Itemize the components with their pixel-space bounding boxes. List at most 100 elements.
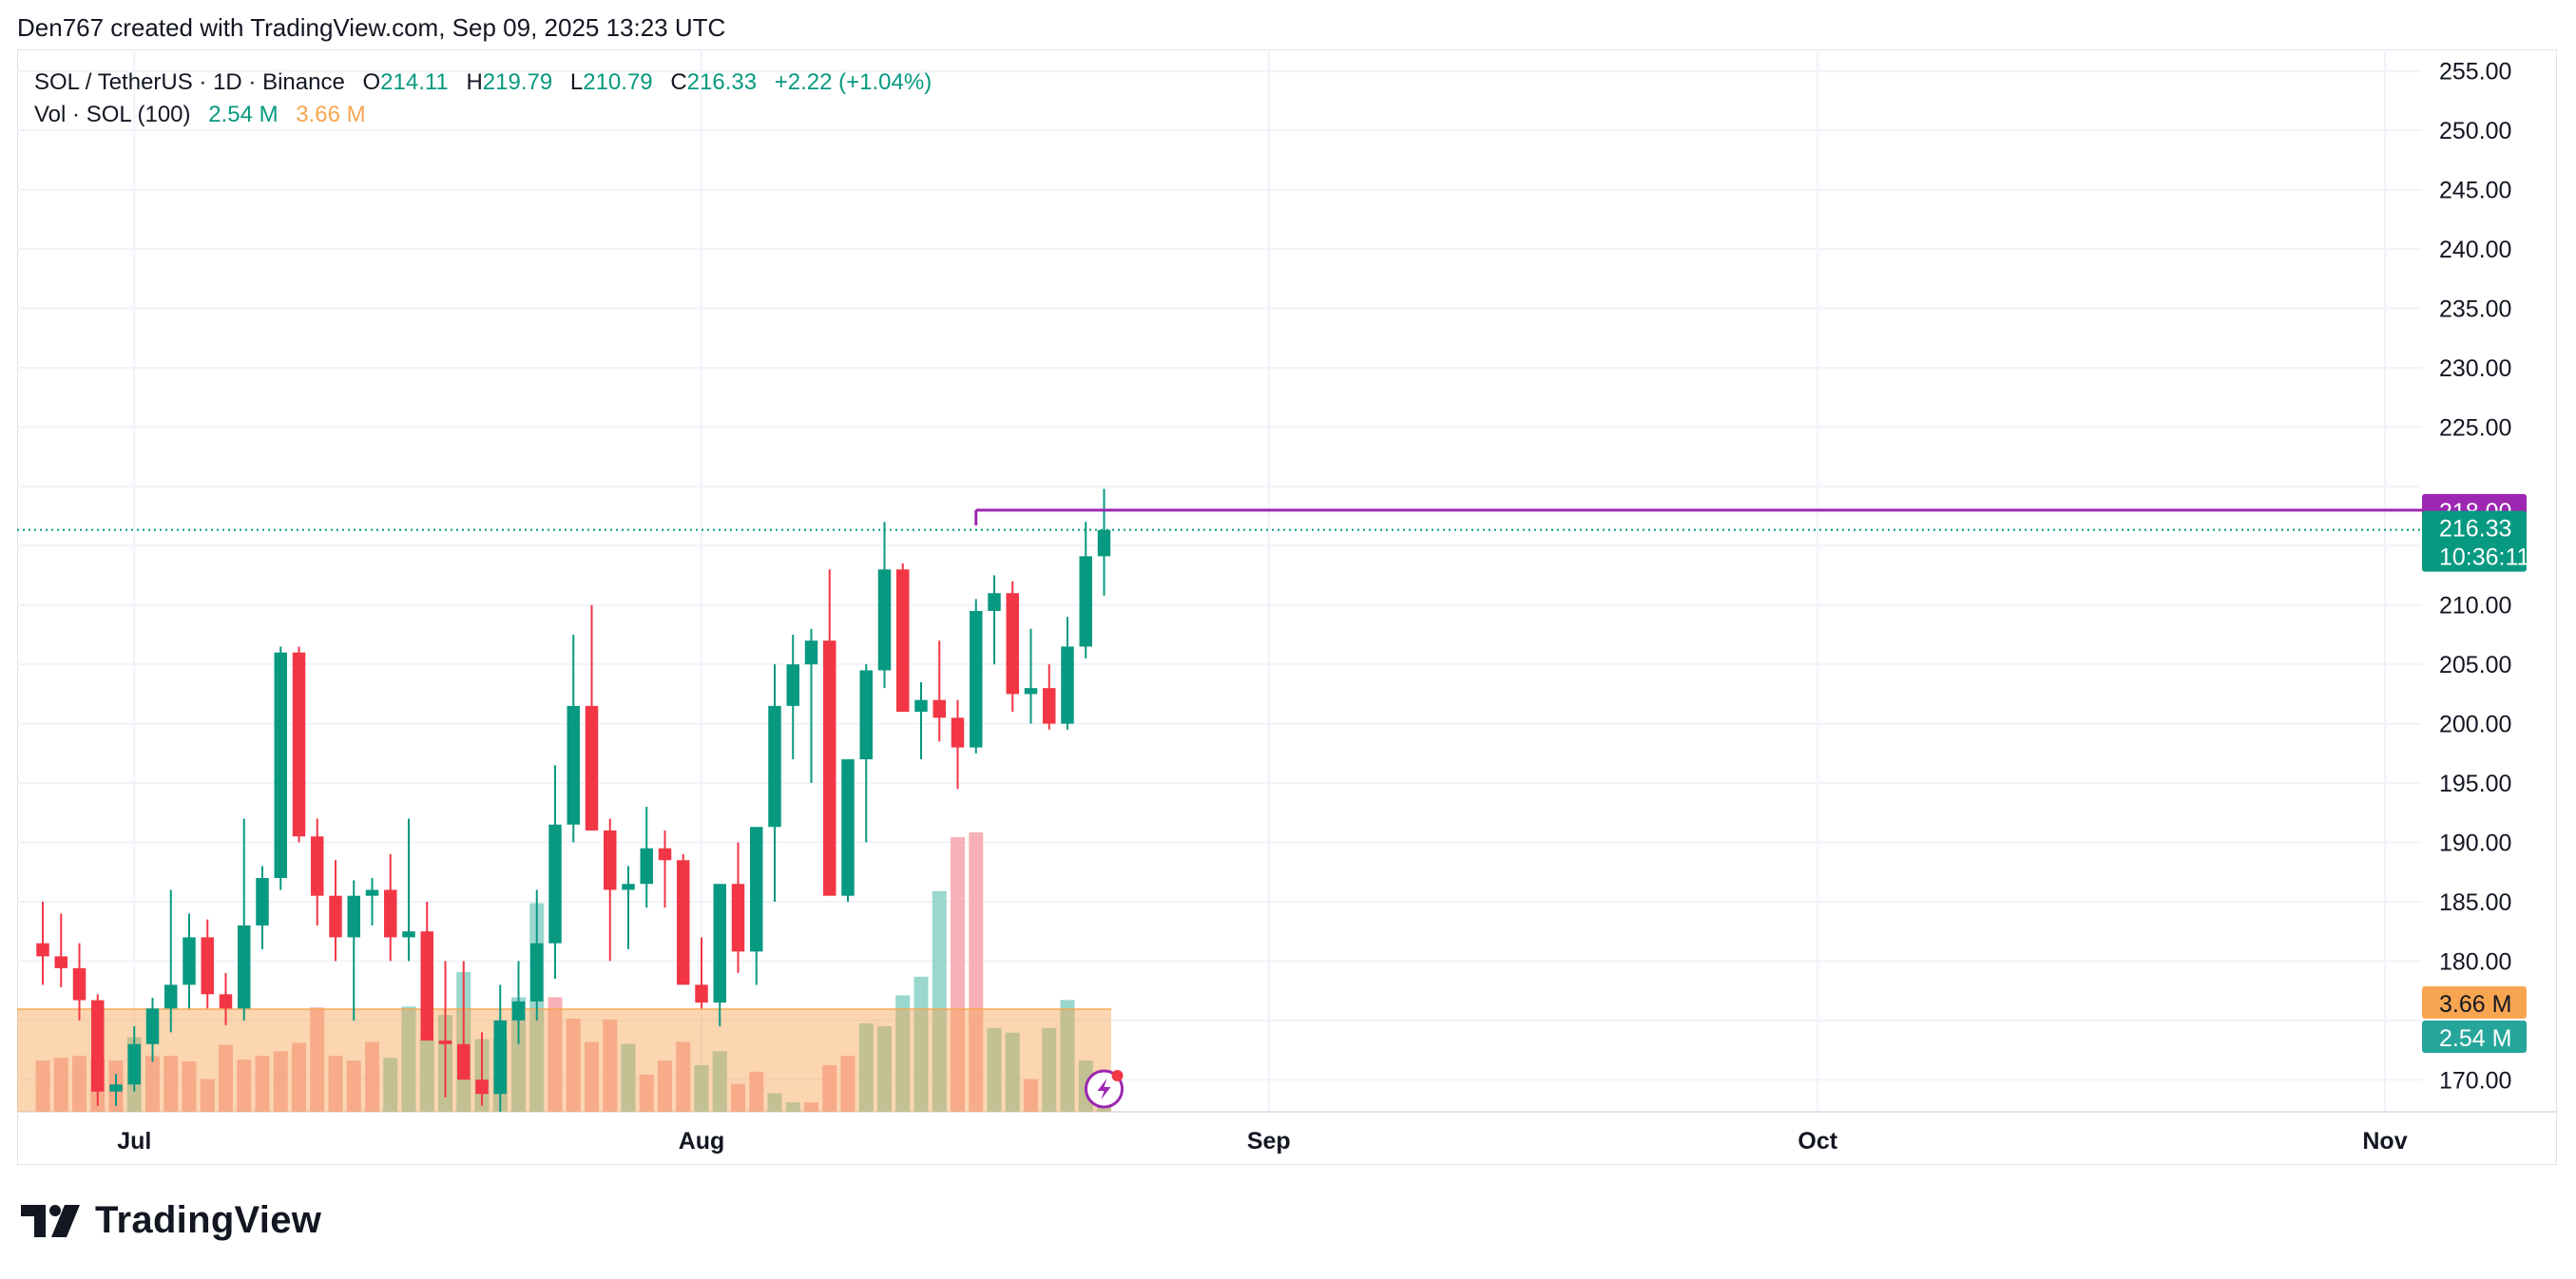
price-axis-label: 195.00 [2439, 771, 2511, 797]
candle-body [622, 884, 635, 890]
volume-bar [364, 1041, 380, 1112]
tradingview-logo[interactable]: TradingView [21, 1199, 321, 1242]
candle-body [1061, 646, 1074, 724]
candle-body [859, 670, 873, 760]
high-label: H [466, 69, 483, 95]
volume-bar [694, 1065, 709, 1112]
volume-bar [1042, 1027, 1057, 1112]
candle-body [109, 1084, 123, 1092]
volume-badge-bg [2422, 1021, 2527, 1053]
volume-bar [1060, 1000, 1075, 1112]
candle-body [1024, 688, 1038, 695]
volume-bar [858, 1022, 874, 1112]
candle-body [914, 699, 928, 713]
price-axis-label: 185.00 [2439, 889, 2511, 916]
volume-bar [273, 1051, 288, 1112]
candle-body [127, 1043, 141, 1085]
last-price-badge-bg [2422, 510, 2527, 572]
time-axis-label: Oct [1797, 1128, 1837, 1155]
open-label: O [362, 69, 381, 95]
volume-bar [803, 1102, 819, 1112]
volume-bar [621, 1043, 636, 1112]
candle-body [877, 569, 892, 671]
lightning-icon[interactable] [1085, 1069, 1124, 1109]
volume-bar [346, 1060, 361, 1112]
volume-bar [712, 1051, 727, 1112]
volume-bar [310, 1007, 325, 1112]
volume-bar [1005, 1032, 1020, 1112]
volume-bar [895, 995, 911, 1112]
candle-body [145, 1008, 160, 1044]
volume-bar [510, 997, 527, 1112]
candle-body [932, 699, 946, 718]
volume-ma-value: 3.66 M [296, 102, 366, 127]
low-value: 210.79 [583, 69, 653, 95]
volume-bar [657, 1060, 673, 1112]
volume-label[interactable]: Vol · SOL (100) [34, 102, 191, 127]
volume-bar [237, 1059, 252, 1112]
candle-body [896, 569, 910, 713]
volume-bar [987, 1027, 1002, 1112]
lightning-icon-bolt [1097, 1079, 1111, 1099]
time-axis-label: Jul [117, 1128, 151, 1155]
volume-bar [730, 1083, 746, 1112]
time-axis: Jul Aug Sep Oct Nov [117, 1128, 2408, 1155]
plot-area [17, 488, 2422, 1112]
volume-ma-badge-text: 3.66 M [2439, 991, 2511, 1018]
price-axis-label: 255.00 [2439, 59, 2511, 86]
time-axis-label: Aug [679, 1128, 725, 1155]
candle-body [201, 937, 214, 995]
volume-bar [822, 1065, 837, 1112]
volume-bar [53, 1058, 68, 1112]
tradingview-wordmark: TradingView [95, 1199, 322, 1241]
volume-bar [328, 1056, 343, 1112]
candle-body [988, 593, 1001, 611]
price-axis-label: 250.00 [2439, 118, 2511, 144]
candle-body [804, 640, 818, 665]
price-axis-label: 190.00 [2439, 830, 2511, 857]
volume-bar [767, 1093, 782, 1112]
candle-body [695, 984, 708, 1003]
candle-body [311, 836, 324, 896]
change-value: +2.22 (+1.04%) [774, 69, 932, 95]
candle-body [511, 1001, 526, 1021]
candle-body [493, 1020, 507, 1095]
close-label: C [670, 69, 687, 95]
last-price-badge-text: 216.33 [2439, 516, 2511, 543]
candle-body [658, 848, 672, 861]
volume-bar [71, 1056, 87, 1112]
candle-body [1006, 593, 1019, 695]
price-axis-label: 245.00 [2439, 178, 2511, 204]
lightning-icon-dot [1111, 1070, 1124, 1081]
volume-bar [969, 832, 984, 1112]
candle-body [420, 931, 433, 1041]
volume-bar [950, 836, 966, 1112]
candle-body [640, 848, 653, 885]
price-legend-row: SOL / TetherUS · 1D · Binance O214.11 H2… [34, 67, 932, 99]
volume-bar [932, 890, 947, 1112]
price-axis-label: 230.00 [2439, 355, 2511, 382]
symbol-label[interactable]: SOL / TetherUS · 1D · Binance [34, 69, 345, 95]
volume-bar [163, 1056, 179, 1112]
candle-body [164, 984, 178, 1009]
chart-attribution: Den767 created with TradingView.com, Sep… [17, 13, 726, 42]
candle-body [36, 943, 49, 957]
volume-badge-text: 2.54 M [2439, 1025, 2511, 1052]
volume-bar [144, 1056, 161, 1112]
price-axis-label: 205.00 [2439, 652, 2511, 678]
high-value: 219.79 [482, 69, 553, 95]
close-value: 216.33 [686, 69, 758, 95]
candle-body [219, 994, 233, 1009]
volume-bar [255, 1056, 270, 1112]
price-axis-label: 200.00 [2439, 712, 2511, 738]
volume-bar [584, 1041, 600, 1112]
time-axis-label: Nov [2362, 1128, 2407, 1155]
volume-bar [749, 1071, 764, 1112]
volume-legend-row: Vol · SOL (100) 2.54 M 3.66 M [34, 99, 932, 131]
candle-body [567, 705, 580, 825]
price-axis-label: 225.00 [2439, 414, 2511, 441]
volume-bar [676, 1041, 691, 1112]
candle-body [604, 830, 617, 890]
candle-body [677, 860, 690, 985]
